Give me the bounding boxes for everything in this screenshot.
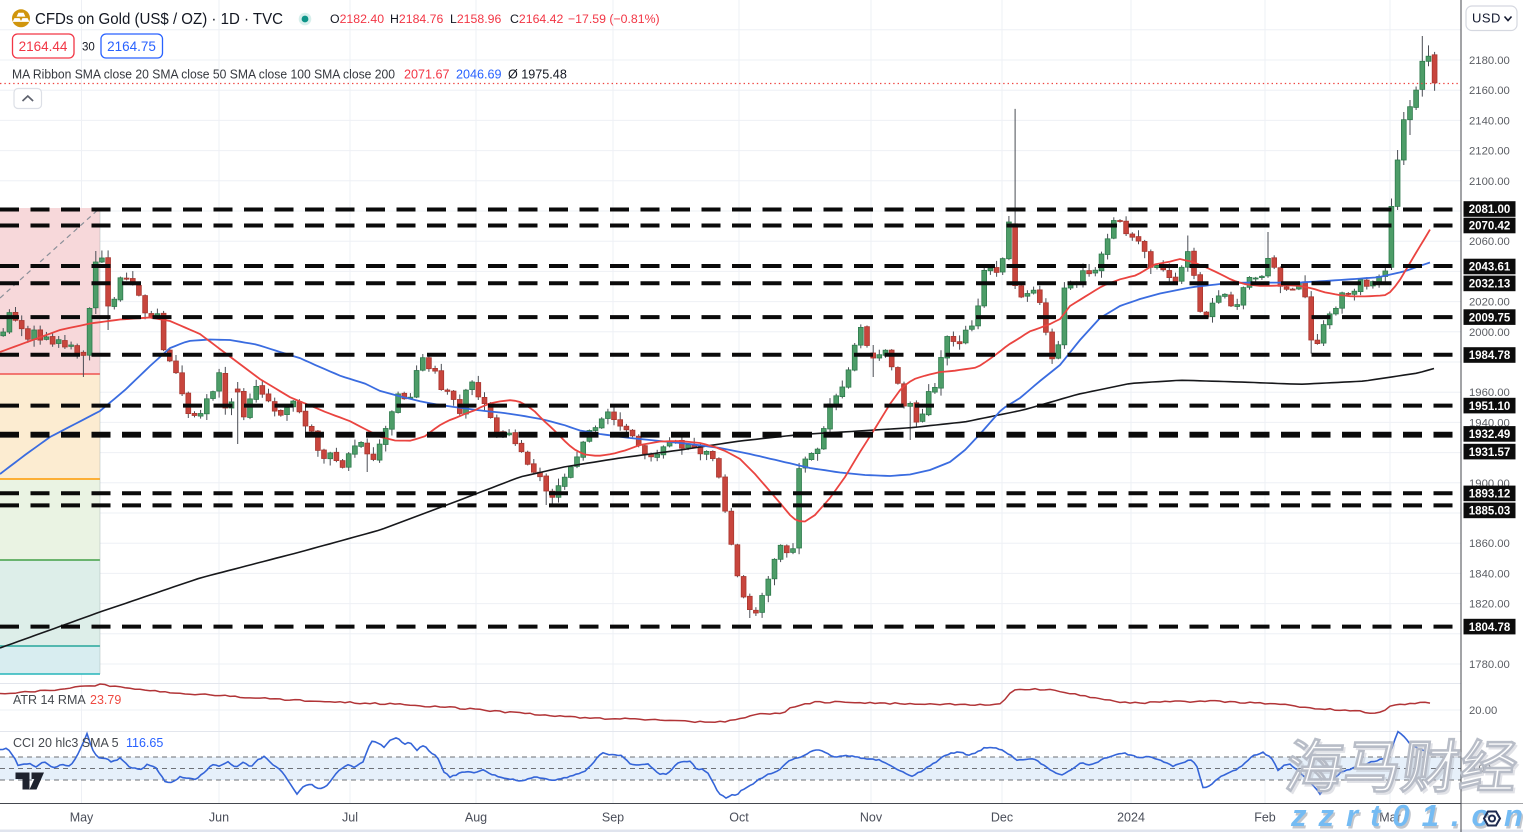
- svg-text:海马财经: 海马财经: [1282, 736, 1523, 800]
- svg-text:2100.00: 2100.00: [1469, 176, 1510, 188]
- svg-text:L2158.96: L2158.96: [450, 12, 501, 26]
- svg-text:Sep: Sep: [602, 811, 624, 825]
- svg-text:CFDs on Gold (US$ / OZ) · 1D ·: CFDs on Gold (US$ / OZ) · 1D · TVC: [35, 11, 283, 28]
- svg-text:2081.00: 2081.00: [1469, 204, 1511, 216]
- svg-text:2046.69: 2046.69: [456, 68, 502, 82]
- svg-text:2043.61: 2043.61: [1469, 262, 1511, 274]
- svg-text:1840.00: 1840.00: [1469, 568, 1510, 580]
- svg-text:1893.12: 1893.12: [1469, 489, 1511, 501]
- svg-text:Dec: Dec: [991, 811, 1013, 825]
- svg-text:2060.00: 2060.00: [1469, 236, 1510, 248]
- svg-text:1804.78: 1804.78: [1469, 622, 1511, 634]
- svg-text:2071.67: 2071.67: [404, 68, 450, 82]
- svg-text:20.00: 20.00: [1469, 705, 1497, 717]
- svg-text:1931.57: 1931.57: [1469, 447, 1511, 459]
- svg-text:2020.00: 2020.00: [1469, 297, 1510, 309]
- svg-text:23.79: 23.79: [90, 693, 121, 707]
- svg-text:Ø 1975.48: Ø 1975.48: [508, 68, 567, 82]
- svg-text:Oct: Oct: [729, 811, 749, 825]
- svg-text:n: n: [1504, 798, 1523, 832]
- svg-text:Jun: Jun: [209, 811, 229, 825]
- svg-text:CCI 20 hlc3 SMA 5: CCI 20 hlc3 SMA 5: [13, 736, 119, 750]
- svg-text:2120.00: 2120.00: [1469, 146, 1510, 158]
- svg-text:H2184.76: H2184.76: [390, 12, 444, 26]
- svg-text:2024: 2024: [1117, 811, 1145, 825]
- svg-text:2180.00: 2180.00: [1469, 55, 1510, 67]
- svg-text:30: 30: [82, 42, 95, 54]
- svg-text:USD: USD: [1472, 11, 1501, 26]
- svg-text:O2182.40: O2182.40: [330, 12, 384, 26]
- svg-text:2140.00: 2140.00: [1469, 115, 1510, 127]
- svg-text:zzrt01.c: zzrt01.c: [1290, 798, 1501, 832]
- svg-text:Aug: Aug: [465, 811, 487, 825]
- svg-text:2032.13: 2032.13: [1469, 279, 1511, 291]
- svg-text:1860.00: 1860.00: [1469, 538, 1510, 550]
- svg-text:1820.00: 1820.00: [1469, 599, 1510, 611]
- svg-text:Feb: Feb: [1254, 811, 1276, 825]
- svg-text:1780.00: 1780.00: [1469, 659, 1510, 671]
- svg-text:May: May: [70, 811, 94, 825]
- svg-text:116.65: 116.65: [126, 736, 163, 750]
- svg-text:2164.75: 2164.75: [107, 39, 156, 54]
- svg-text:ATR 14 RMA: ATR 14 RMA: [13, 693, 86, 707]
- svg-text:1951.10: 1951.10: [1469, 401, 1511, 413]
- svg-text:Jul: Jul: [342, 811, 358, 825]
- svg-text:2009.75: 2009.75: [1469, 312, 1511, 324]
- svg-text:1984.78: 1984.78: [1469, 350, 1511, 362]
- svg-text:2000.00: 2000.00: [1469, 327, 1510, 339]
- svg-text:C2164.42: C2164.42: [510, 12, 564, 26]
- svg-text:MA Ribbon SMA close 20 SMA clo: MA Ribbon SMA close 20 SMA close 50 SMA …: [12, 68, 395, 82]
- svg-text:2164.44: 2164.44: [19, 39, 68, 54]
- svg-text:1885.03: 1885.03: [1469, 506, 1511, 518]
- svg-text:1932.49: 1932.49: [1469, 429, 1511, 441]
- svg-text:2160.00: 2160.00: [1469, 85, 1510, 97]
- svg-text:−17.59 (−0.81%): −17.59 (−0.81%): [568, 12, 660, 26]
- svg-text:2070.42: 2070.42: [1469, 221, 1511, 233]
- svg-text:Nov: Nov: [860, 811, 883, 825]
- svg-text:1960.00: 1960.00: [1469, 387, 1510, 399]
